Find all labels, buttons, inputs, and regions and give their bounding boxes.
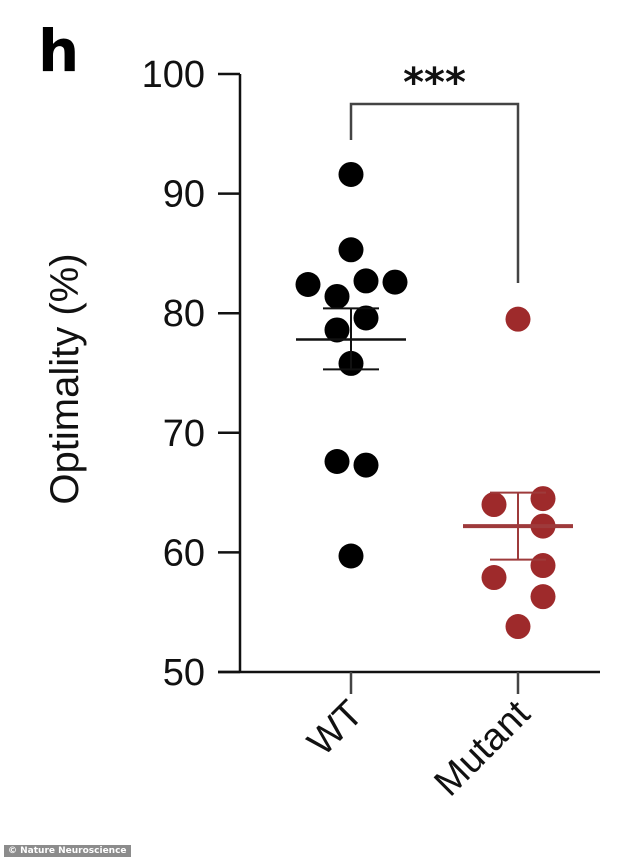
wt-point: [353, 268, 379, 294]
y-tick-label: 90: [163, 174, 205, 216]
significance-stars: ***: [403, 60, 466, 106]
mutant-point: [481, 565, 507, 591]
y-tick-label: 100: [142, 54, 205, 96]
mutant-point: [505, 306, 531, 332]
x-tick-label-wt: WT: [300, 693, 371, 764]
panel-label: h: [38, 17, 80, 85]
wt-point: [382, 269, 408, 295]
wt-point: [324, 449, 350, 475]
wt-point: [338, 237, 364, 263]
y-tick-label: 70: [163, 413, 205, 455]
data-points: [295, 161, 556, 640]
wt-point: [338, 543, 364, 569]
mutant-point: [481, 492, 507, 518]
mutant-point: [530, 584, 556, 610]
mean-sem-bars: [296, 307, 573, 561]
axes: 50 60 70 80 90 100 Optimality (%) WT Mutant: [43, 54, 600, 805]
wt-point: [338, 161, 364, 187]
mutant-point: [505, 614, 531, 640]
wt-point: [353, 452, 379, 478]
wt-point: [295, 271, 321, 297]
wt-point: [324, 317, 350, 343]
wt-point: [353, 305, 379, 331]
mutant-point: [530, 553, 556, 579]
y-tick-label: 50: [163, 652, 205, 694]
wt-point: [324, 283, 350, 309]
y-tick-label: 60: [163, 532, 205, 574]
y-tick-label: 80: [163, 293, 205, 335]
y-axis-title: Optimality (%): [43, 253, 87, 504]
x-tick-label-mutant: Mutant: [427, 692, 539, 804]
significance-bracket: ***: [349, 60, 520, 283]
credit-label: © Nature Neuroscience: [4, 845, 131, 857]
mutant-point: [530, 486, 556, 512]
bracket-line: [349, 102, 520, 283]
